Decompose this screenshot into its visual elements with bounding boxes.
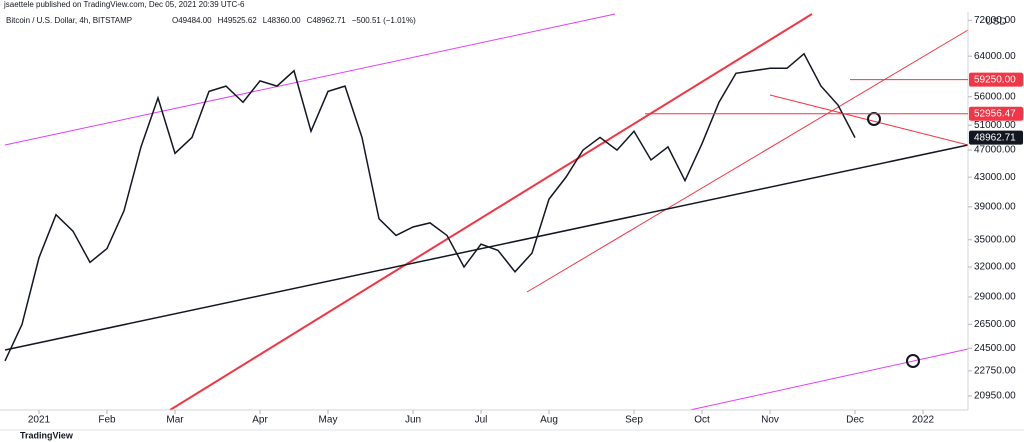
y-tick-label: 32000.00 <box>974 262 1016 273</box>
x-tick-label: Aug <box>540 415 558 426</box>
price-line <box>4 52 856 362</box>
ohlc-value: O49484.00 <box>172 16 212 25</box>
x-tick-label: Oct <box>694 415 710 426</box>
x-tick-label: Jul <box>475 415 488 426</box>
publisher: jsaettele published on TradingView.com, … <box>3 0 245 9</box>
x-tick-label: 2022 <box>912 415 935 426</box>
x-tick-label: Sep <box>625 415 643 426</box>
trendline <box>526 29 969 293</box>
trendline <box>4 144 969 351</box>
x-tick-label: Mar <box>166 415 184 426</box>
header: Bitcoin / U.S. Dollar, 4h, BITSTAMP O494… <box>6 16 416 25</box>
price-label-box <box>969 130 1023 145</box>
y-tick-label: 39000.00 <box>974 201 1016 212</box>
price-label: 52956.47 <box>974 108 1016 119</box>
ohlc-value: H49525.62 <box>218 16 258 25</box>
x-tick-label: Jun <box>405 415 421 426</box>
circle-marker <box>867 112 881 126</box>
ohlc-value: C48962.71 <box>307 16 347 25</box>
y-tick-label: 51000.00 <box>974 120 1016 131</box>
x-tick-label: Dec <box>846 415 864 426</box>
y-tick-label: 35000.00 <box>974 234 1016 245</box>
y-tick-label: 20950.00 <box>974 391 1016 402</box>
y-tick-label: 56000.00 <box>974 91 1016 102</box>
price-label-box <box>969 72 1023 87</box>
y-tick-label: 22750.00 <box>974 365 1016 376</box>
y-tick-label: 72000.00 <box>974 15 1016 26</box>
ohlc-value: −500.51 (−1.01%) <box>352 16 416 25</box>
trendlines <box>4 13 969 411</box>
x-tick-label: Nov <box>761 415 779 426</box>
x-tick-label: Apr <box>252 415 268 426</box>
y-tick-label: 24500.00 <box>974 343 1016 354</box>
x-tick-label: May <box>319 415 338 426</box>
ohlc-value: L48360.00 <box>263 16 301 25</box>
y-tick-label: 26500.00 <box>974 319 1016 330</box>
y-tick-label: 43000.00 <box>974 172 1016 183</box>
trendline <box>689 348 969 411</box>
x-tick-label: 2021 <box>28 415 51 426</box>
price-label: 59250.00 <box>974 74 1016 85</box>
y-tick-label: 29000.00 <box>974 292 1016 303</box>
y-tick-label: 64000.00 <box>974 51 1016 62</box>
y-tick-label: 47000.00 <box>974 145 1016 156</box>
trendline <box>169 13 813 411</box>
brand: TradingView <box>20 430 74 440</box>
x-tick-label: Feb <box>98 415 116 426</box>
circle-marker <box>906 354 920 368</box>
price-label-box <box>969 106 1023 121</box>
trendline <box>4 13 616 146</box>
symbol-title: Bitcoin / U.S. Dollar, 4h, BITSTAMP <box>6 16 132 25</box>
price-label: 48962.71 <box>974 132 1016 143</box>
currency: USD <box>985 17 1006 28</box>
